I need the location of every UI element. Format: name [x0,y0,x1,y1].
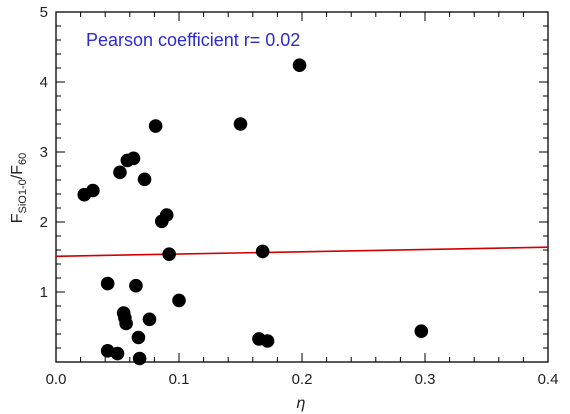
data-point [148,119,163,133]
y-tick-label: 5 [40,4,48,21]
data-point [86,183,100,198]
data-point [129,278,143,293]
data-points-layer [77,58,429,366]
y-tick-label: 3 [40,144,48,161]
data-point [233,117,248,131]
data-point [131,330,146,345]
data-point [162,247,176,261]
x-tick-label: 0.1 [169,371,190,388]
pearson-annotation: Pearson coefficient r= 0.02 [86,30,300,50]
x-axis-ticks: 0.0 0.1 0.2 0.3 0.4 [46,12,559,388]
x-tick-label: 0.3 [415,371,436,388]
data-point [100,276,115,291]
y-axis-ticks: 1 2 3 4 5 [40,4,548,363]
data-point [113,165,127,180]
data-point [255,244,270,259]
y-tick-label: 2 [40,214,48,231]
x-axis-title: η [297,395,306,412]
y-title-sep: /F [9,165,26,179]
data-point [292,58,307,72]
data-point [132,351,147,366]
y-title-sub2: 60 [17,153,29,165]
data-point [126,151,141,166]
data-point [110,346,125,361]
linear-fit-line [55,246,549,258]
data-point [260,334,275,348]
data-point [172,293,186,308]
x-tick-label: 0.4 [538,371,559,388]
y-title-base1: F [9,213,26,223]
data-point [159,208,174,222]
y-tick-label: 4 [40,74,48,91]
y-axis-title: FSiO1-0/F60 [9,153,29,224]
data-point [414,324,429,339]
y-tick-label: 1 [40,284,48,301]
y-title-sub1: SiO1-0 [17,179,29,213]
data-point [119,316,133,331]
fit-line-layer [55,246,549,258]
x-tick-label: 0.0 [46,371,67,388]
data-point [142,312,157,327]
data-point [137,172,152,187]
x-tick-label: 0.2 [292,371,313,388]
